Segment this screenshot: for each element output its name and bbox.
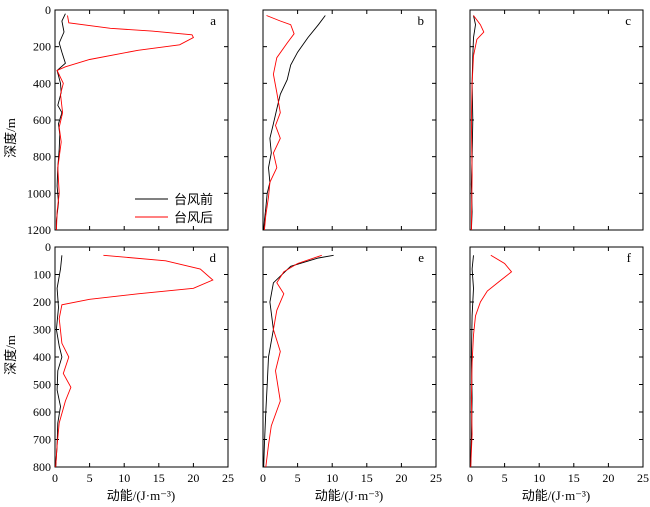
x-tick-label: 20	[602, 471, 614, 485]
x-axis-title-d: 动能/(J·m⁻³)	[107, 488, 176, 503]
y-axis-title-bottom: 深度/m	[3, 335, 18, 375]
y-tick-label: 200	[33, 295, 51, 309]
x-tick-label: 0	[52, 471, 58, 485]
y-axis-title-top: 深度/m	[3, 118, 18, 158]
panel-frame	[262, 246, 437, 468]
panel-frame	[262, 9, 437, 231]
series-line-before	[263, 15, 326, 231]
legend: 台风前 台风后	[135, 192, 213, 225]
x-tick-label: 25	[637, 471, 649, 485]
series-line-after	[265, 254, 322, 468]
y-tick-label: 800	[33, 460, 51, 474]
y-tick-label: 1000	[27, 186, 51, 200]
y-tick-label: 600	[33, 405, 51, 419]
x-tick-label: 20	[395, 471, 407, 485]
legend-label-before: 台风前	[174, 192, 213, 207]
y-tick-label: 300	[33, 323, 51, 337]
x-tick-label: 0	[467, 471, 473, 485]
x-tick-label: 15	[361, 471, 373, 485]
series-line-before	[470, 255, 474, 468]
series-line-after	[470, 15, 485, 231]
y-tick-label: 100	[33, 268, 51, 282]
series-line-before	[55, 255, 63, 468]
series-line-after	[263, 15, 295, 231]
x-tick-label: 5	[502, 471, 508, 485]
x-tick-label: 10	[533, 471, 545, 485]
x-tick-label: 25	[222, 471, 234, 485]
y-tick-label: 0	[45, 240, 51, 254]
x-tick-label: 25	[430, 471, 442, 485]
panel-label-b: b	[418, 13, 425, 28]
panel-e: 0 5 10 15 20 25 e	[260, 246, 442, 485]
x-tick-label: 15	[568, 471, 580, 485]
panel-label-a: a	[210, 13, 216, 28]
panel-label-e: e	[418, 250, 424, 265]
legend-label-after: 台风后	[174, 210, 213, 225]
y-tick-label: 700	[33, 433, 51, 447]
panel-b: b	[262, 9, 437, 231]
x-tick-label: 15	[153, 471, 165, 485]
x-axis-title-f: 动能/(J·m⁻³)	[522, 488, 591, 503]
x-tick-label: 5	[295, 471, 301, 485]
x-tick-label: 5	[87, 471, 93, 485]
y-tick-label: 400	[33, 76, 51, 90]
series-line-after	[55, 254, 214, 468]
y-tick-label: 0	[45, 3, 51, 17]
series-line-after	[470, 254, 513, 468]
y-tick-label: 200	[33, 40, 51, 54]
x-axis-title-e: 动能/(J·m⁻³)	[315, 488, 384, 503]
y-tick-label: 1200	[27, 223, 51, 237]
panel-frame	[54, 246, 229, 468]
panel-label-f: f	[627, 250, 632, 265]
x-tick-label: 10	[118, 471, 130, 485]
series-line-after	[55, 15, 195, 231]
panel-frame	[469, 9, 644, 231]
y-tick-label: 500	[33, 378, 51, 392]
panel-label-d: d	[210, 250, 217, 265]
x-tick-label: 0	[260, 471, 266, 485]
y-tick-label: 800	[33, 150, 51, 164]
x-tick-label: 20	[187, 471, 199, 485]
series-line-before	[55, 13, 66, 230]
panel-label-c: c	[625, 13, 631, 28]
panel-c: c	[469, 9, 644, 231]
y-tick-label: 600	[33, 113, 51, 127]
series-line-before	[263, 254, 334, 468]
y-tick-label: 400	[33, 350, 51, 364]
x-tick-label: 10	[326, 471, 338, 485]
panel-f: 0 5 10 15 20 25 f	[467, 246, 649, 485]
panel-a: 0 200 400 600 800 1000 1200 a	[27, 3, 229, 237]
panel-frame	[469, 246, 644, 468]
